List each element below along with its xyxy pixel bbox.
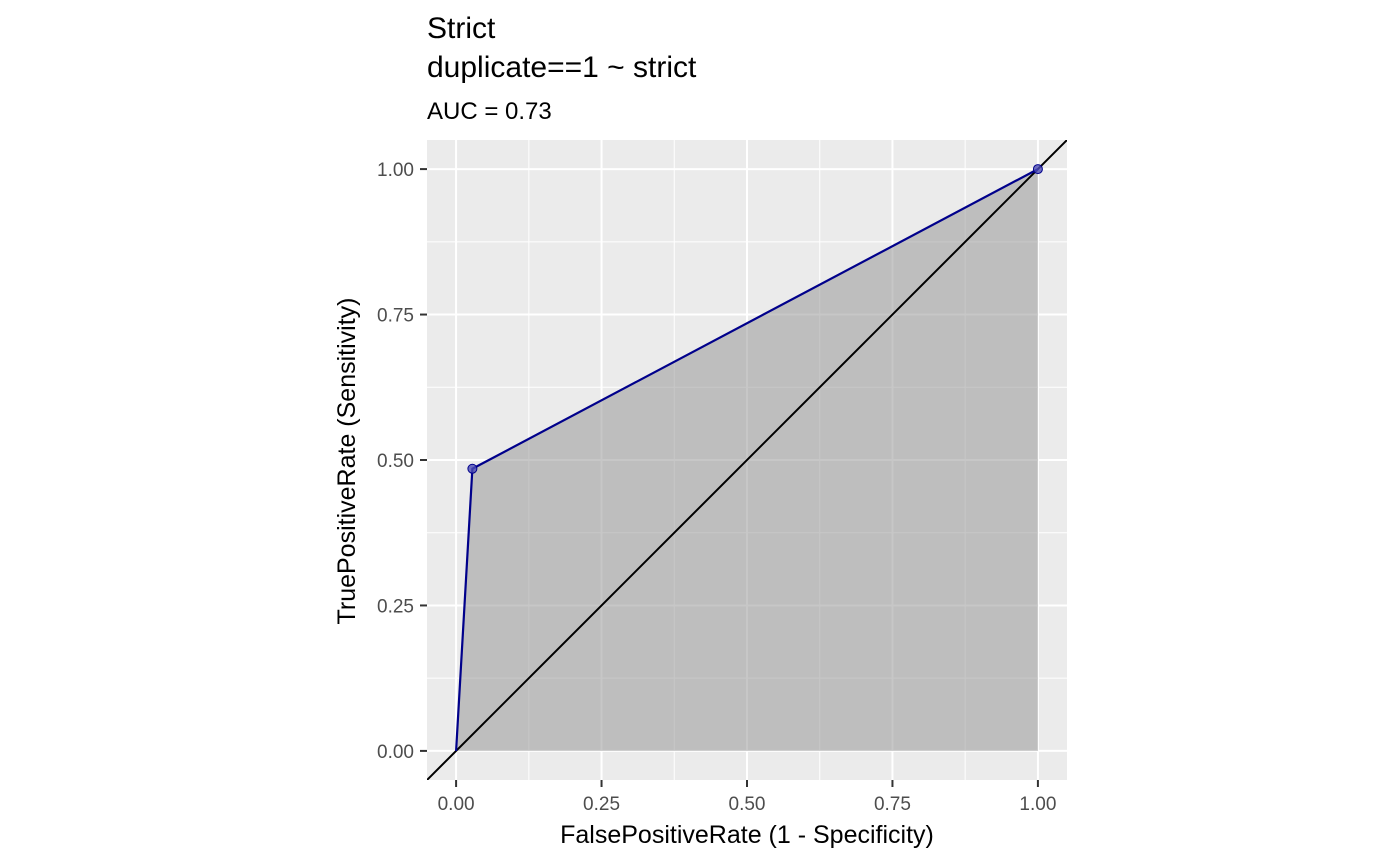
x-tick-label: 0.25 xyxy=(583,794,620,815)
chart-title: Strict xyxy=(427,12,496,45)
x-tick-label: 0.50 xyxy=(729,794,766,815)
y-tick-label: 0.00 xyxy=(377,742,414,763)
chart-subtitle-auc: AUC = 0.73 xyxy=(427,98,552,125)
y-tick-label: 1.00 xyxy=(377,160,414,181)
y-tick-label: 0.25 xyxy=(377,596,414,617)
x-axis-title: FalsePositiveRate (1 - Specificity) xyxy=(560,821,934,849)
y-axis: 0.00 0.25 0.50 0.75 1.00 xyxy=(377,160,427,763)
diagonal-reference-line xyxy=(427,140,1067,780)
y-tick-label: 0.75 xyxy=(377,306,414,327)
y-tick-label: 0.50 xyxy=(377,451,414,472)
chart-title-formula: duplicate==1 ~ strict xyxy=(427,51,697,84)
roc-point xyxy=(1032,164,1043,175)
x-tick-label: 0.75 xyxy=(874,794,911,815)
roc-point xyxy=(467,463,478,474)
roc-points xyxy=(467,164,1043,474)
y-axis-title: TruePositiveRate (Sensitivity) xyxy=(333,298,361,625)
plot-layer xyxy=(427,140,1067,780)
x-axis: 0.00 0.25 0.50 0.75 1.00 xyxy=(438,780,1056,815)
x-tick-label: 0.00 xyxy=(438,794,475,815)
x-tick-label: 1.00 xyxy=(1019,794,1056,815)
